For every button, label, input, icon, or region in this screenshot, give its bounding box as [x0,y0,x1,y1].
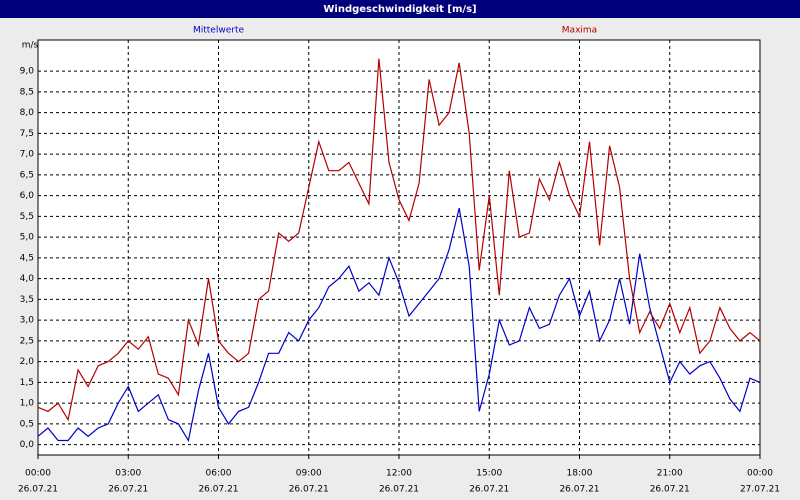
y-tick-label: 8,0 [20,108,35,118]
x-tick-label: 18:00 [567,469,593,479]
x-tick-label: 09:00 [296,469,322,479]
data-line [37,58,761,422]
y-tick-label: 8,5 [20,87,34,97]
x-tick-label: 21:00 [657,469,683,479]
y-tick-label: 3,5 [20,295,34,305]
data-line [37,207,761,443]
y-tick-label: 6,5 [20,170,34,180]
y-tick-label: 5,0 [20,233,35,243]
y-tick-label: 7,5 [20,129,34,139]
y-axis-label: m/s [22,41,39,51]
x-tick-date: 26.07.21 [198,485,238,495]
x-tick-date: 26.07.21 [289,485,329,495]
x-tick-label: 00:00 [747,469,773,479]
y-tick-label: 0,5 [20,419,34,429]
legend-label: Maxima [562,26,597,36]
x-tick-date: 26.07.21 [559,485,599,495]
x-tick-date: 26.07.21 [18,485,58,495]
y-tick-label: 2,0 [20,357,35,367]
title-bar [0,0,800,18]
y-tick-label: 3,0 [20,316,35,326]
legend-label: Mittelwerte [193,26,244,36]
y-tick-label: 7,0 [20,150,35,160]
y-tick-label: 9,0 [20,67,35,77]
x-tick-date: 26.07.21 [650,485,690,495]
x-tick-date: 26.07.21 [469,485,509,495]
x-tick-date: 27.07.21 [740,485,780,495]
x-tick-label: 15:00 [476,469,502,479]
y-tick-label: 6,0 [20,191,35,201]
y-tick-label: 4,0 [20,274,35,284]
x-tick-date: 26.07.21 [108,485,148,495]
x-tick-label: 12:00 [386,469,412,479]
x-tick-date: 26.07.21 [379,485,419,495]
x-tick-label: 03:00 [115,469,141,479]
y-tick-label: 1,5 [20,378,34,388]
chart-title: Windgeschwindigkeit [m/s] [323,4,476,15]
y-tick-label: 5,5 [20,212,34,222]
plot-area [37,39,761,456]
y-tick-label: 2,5 [20,336,34,346]
y-tick-label: 0,0 [20,440,35,450]
y-tick-label: 4,5 [20,253,34,263]
y-tick-label: 1,0 [20,399,35,409]
x-tick-label: 00:00 [25,469,51,479]
x-tick-label: 06:00 [206,469,232,479]
